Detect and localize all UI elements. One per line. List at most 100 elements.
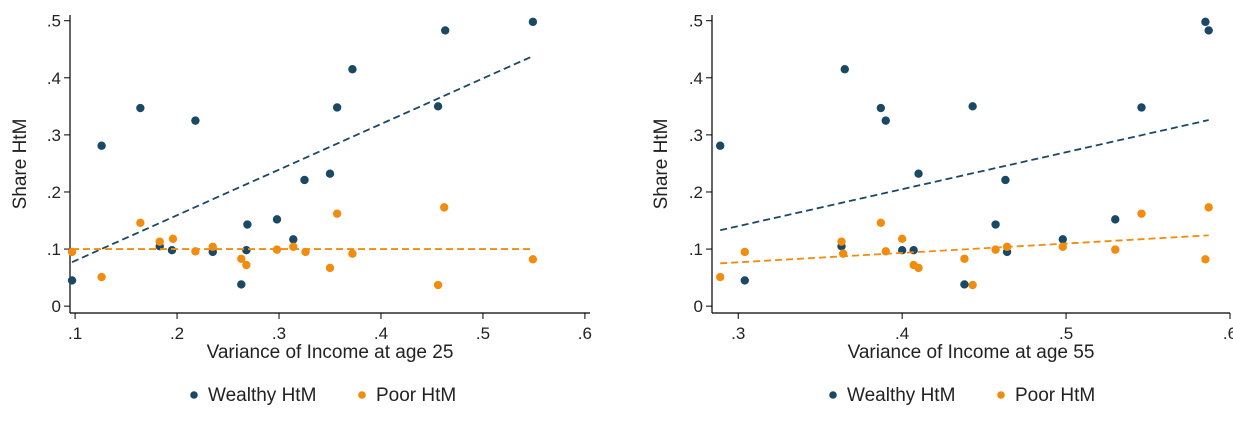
x-axis-label: Variance of Income at age 25: [207, 342, 454, 363]
y-tick-label: .1: [47, 240, 61, 259]
poor-point: [242, 260, 251, 270]
poor-point: [332, 209, 342, 218]
poor-point: [1204, 203, 1213, 212]
poor-point: [1002, 242, 1012, 251]
wealthy-point: [1201, 17, 1210, 27]
wealthy-point: [300, 175, 309, 185]
poor-legend-marker: [358, 391, 366, 399]
poor-point: [881, 247, 890, 256]
poor-point: [155, 237, 164, 246]
wealthy-point: [191, 116, 200, 125]
poor-point: [237, 254, 246, 263]
wealthy-point: [242, 246, 251, 255]
poor-point: [838, 249, 848, 258]
y-tick-label: .2: [47, 183, 61, 202]
wealthy-point: [991, 220, 1000, 229]
wealthy-point: [715, 141, 725, 150]
y-tick-label: .3: [47, 126, 61, 145]
poor-point: [272, 245, 282, 254]
poor-point: [191, 247, 200, 256]
y-tick-label: .5: [47, 12, 61, 31]
wealthy-point: [1204, 26, 1213, 35]
poor-point: [528, 255, 538, 264]
poor-point: [1201, 255, 1210, 264]
wealthy-point: [243, 220, 252, 229]
poor-point: [1111, 245, 1120, 254]
wealthy-point: [348, 65, 357, 74]
x-axis-label: Variance of Income at age 55: [848, 342, 1095, 363]
y-axis-label: Share HtM: [651, 119, 672, 210]
poor-point: [897, 234, 907, 243]
wealthy-point: [876, 103, 886, 113]
wealthy-point: [433, 102, 443, 111]
wealthy-point: [1001, 175, 1010, 185]
poor-point: [715, 272, 725, 282]
poor-point: [348, 249, 357, 258]
wealthy-point: [968, 102, 977, 111]
poor-fit-line: [720, 234, 1209, 265]
wealthy-point: [97, 141, 106, 150]
poor-point: [301, 247, 310, 257]
poor-point: [876, 218, 886, 228]
poor-point: [740, 247, 749, 257]
wealthy-legend-marker: [829, 391, 837, 399]
y-tick-label: .3: [689, 126, 703, 145]
poor-point: [97, 272, 106, 282]
poor-point: [960, 254, 969, 263]
wealthy-point: [332, 103, 342, 112]
poor-point: [991, 245, 1000, 254]
wealthy-point: [960, 280, 969, 289]
chart-1: 0 .1 .2 .3 .4 .5 .1 .2 .3 .4 .5 .6 Variance of Incom…: [10, 12, 592, 406]
x-tick-label: .3: [731, 324, 745, 343]
wealthy-point: [67, 276, 77, 285]
wealthy-point: [272, 215, 282, 224]
y-tick-label: .4: [689, 69, 703, 88]
poor-point: [67, 247, 77, 257]
wealthy-point: [1111, 215, 1120, 224]
y-tick-label: .4: [47, 69, 61, 88]
poor-point: [325, 263, 335, 273]
poor-legend-label: Poor HtM: [376, 385, 456, 406]
wealthy-point: [289, 235, 298, 244]
x-tick-label: .6: [1223, 324, 1233, 343]
y-tick-label: .2: [689, 183, 703, 202]
wealthy-point: [740, 276, 749, 285]
wealthy-point: [1058, 235, 1067, 244]
wealthy-legend-marker: [190, 391, 198, 399]
poor-point: [439, 203, 449, 212]
wealthy-point: [441, 26, 450, 35]
wealthy-fit-line: [71, 55, 534, 264]
x-tick-label: .5: [476, 324, 490, 343]
poor-point: [1058, 242, 1067, 251]
x-tick-label: .1: [68, 324, 82, 343]
y-tick-label: .1: [689, 240, 703, 259]
wealthy-legend-label: Wealthy HtM: [208, 385, 316, 406]
x-tick-label: .4: [374, 324, 388, 343]
chart-2: 0 .1 .2 .3 .4 .5 .3 .4 .5 .6 Variance of Income at…: [651, 12, 1233, 406]
y-tick-label: 0: [52, 297, 61, 316]
y-tick-label: 0: [694, 297, 703, 316]
poor-point: [208, 242, 217, 251]
wealthy-point: [167, 246, 177, 255]
wealthy-point: [840, 65, 849, 74]
y-tick-label: .5: [689, 12, 703, 31]
poor-point: [168, 234, 178, 243]
x-tick-label: .5: [1059, 324, 1073, 343]
poor-point: [837, 237, 846, 246]
x-tick-label: .2: [170, 324, 184, 343]
wealthy-point: [528, 17, 538, 27]
poor-point: [968, 280, 977, 290]
poor-point: [914, 263, 923, 273]
wealthy-point: [1137, 103, 1146, 112]
poor-point: [1137, 209, 1146, 218]
poor-legend-marker: [997, 391, 1005, 399]
wealthy-point: [325, 169, 335, 178]
y-axis-label: Share HtM: [10, 119, 31, 210]
wealthy-point: [237, 280, 246, 289]
poor-point: [136, 218, 145, 228]
wealthy-legend-label: Wealthy HtM: [847, 385, 955, 406]
poor-legend-label: Poor HtM: [1015, 385, 1095, 406]
x-tick-label: .6: [578, 324, 592, 343]
